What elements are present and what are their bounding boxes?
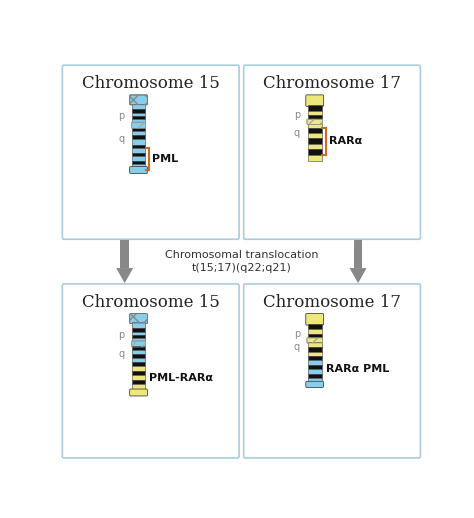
Bar (308, 329, 322, 334)
FancyBboxPatch shape (244, 65, 420, 239)
Bar (132, 371, 145, 375)
Bar (132, 139, 145, 145)
Bar (308, 324, 322, 329)
FancyBboxPatch shape (307, 119, 322, 124)
Bar (308, 360, 322, 365)
Bar (132, 164, 145, 168)
Bar (132, 366, 145, 371)
FancyBboxPatch shape (63, 284, 239, 458)
FancyBboxPatch shape (129, 313, 147, 324)
Bar (132, 119, 145, 123)
Bar (308, 116, 322, 120)
Text: Chromosome 15: Chromosome 15 (82, 294, 219, 311)
Text: Chromosome 17: Chromosome 17 (263, 75, 401, 92)
Bar (132, 148, 145, 153)
Bar (132, 335, 145, 338)
Bar (308, 334, 322, 339)
Bar (132, 350, 145, 354)
Bar (132, 113, 145, 116)
FancyBboxPatch shape (129, 166, 147, 174)
Text: q: q (294, 128, 300, 138)
Bar (132, 145, 145, 148)
Text: p: p (294, 110, 300, 120)
Text: PML: PML (152, 154, 178, 164)
Bar (132, 328, 145, 332)
FancyBboxPatch shape (306, 313, 324, 325)
Bar (308, 365, 322, 369)
Bar (132, 156, 145, 161)
FancyBboxPatch shape (129, 95, 147, 105)
Bar (132, 109, 145, 113)
Text: p: p (294, 329, 300, 339)
Bar (132, 354, 145, 358)
Bar (132, 153, 145, 156)
Bar (132, 332, 145, 335)
Bar (308, 378, 322, 382)
FancyBboxPatch shape (306, 95, 324, 106)
Text: PML-RARα: PML-RARα (149, 373, 213, 383)
Bar (120, 240, 129, 268)
Text: t(15;17)(q22;q21): t(15;17)(q22;q21) (191, 263, 292, 273)
Bar (308, 352, 322, 356)
Text: RARα: RARα (328, 136, 362, 147)
Bar (132, 384, 145, 390)
Polygon shape (349, 268, 366, 283)
Text: RARα PML: RARα PML (326, 364, 389, 375)
Text: Chromosome 15: Chromosome 15 (82, 75, 219, 92)
Bar (308, 369, 322, 374)
Bar (308, 149, 322, 154)
Bar (308, 374, 322, 378)
Text: q: q (118, 349, 125, 359)
Bar (132, 116, 145, 119)
Text: p: p (118, 111, 125, 121)
Bar (132, 375, 145, 380)
Text: p: p (118, 330, 125, 340)
Bar (132, 322, 145, 328)
Bar (132, 338, 145, 342)
Bar (132, 347, 145, 350)
Bar (308, 347, 322, 352)
Bar (132, 135, 145, 139)
Bar (308, 342, 322, 347)
Bar (308, 105, 322, 111)
FancyBboxPatch shape (132, 341, 146, 347)
Bar (132, 358, 145, 363)
Bar (308, 133, 322, 138)
FancyBboxPatch shape (129, 389, 147, 396)
Bar (132, 104, 145, 109)
Bar (308, 138, 322, 144)
Bar (308, 144, 322, 149)
Bar (308, 111, 322, 116)
Bar (308, 154, 322, 161)
Bar (308, 356, 322, 360)
Bar (132, 380, 145, 384)
FancyBboxPatch shape (132, 122, 146, 128)
Text: Chromosome 17: Chromosome 17 (263, 294, 401, 311)
Bar (132, 363, 145, 366)
Bar (308, 124, 322, 128)
Text: q: q (294, 342, 300, 352)
Bar (308, 128, 322, 133)
Text: q: q (118, 134, 125, 144)
Bar (132, 127, 145, 132)
FancyBboxPatch shape (307, 338, 322, 343)
Bar (354, 240, 362, 268)
FancyBboxPatch shape (306, 381, 324, 387)
Text: Chromosomal translocation: Chromosomal translocation (164, 250, 318, 261)
Bar (132, 132, 145, 135)
FancyBboxPatch shape (244, 284, 420, 458)
Polygon shape (116, 268, 133, 283)
FancyBboxPatch shape (63, 65, 239, 239)
Bar (132, 161, 145, 164)
